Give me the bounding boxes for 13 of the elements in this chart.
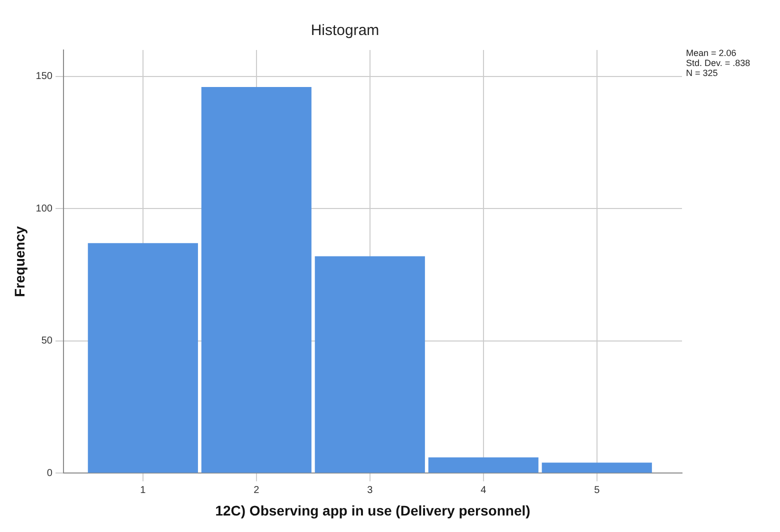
y-tick-label: 0 [46,468,53,479]
x-tick-label: 2 [254,484,260,496]
y-tick-label: 100 [36,203,53,214]
x-tick-label: 1 [140,484,146,496]
x-axis-title: 12C) Observing app in use (Delivery personnel) [215,502,530,518]
x-tick-label: 4 [480,484,487,496]
y-tick-label: 150 [36,71,53,82]
chart-title: Histogram [310,22,380,40]
x-tick-label: 5 [594,484,600,496]
text: Mean = 2.06 Std. Dev. = .838 N = 325 [686,48,752,78]
y-axis-title: Frequency [11,226,28,298]
y-tick-label: 50 [41,336,53,347]
x-tick-label: 3 [367,484,374,496]
